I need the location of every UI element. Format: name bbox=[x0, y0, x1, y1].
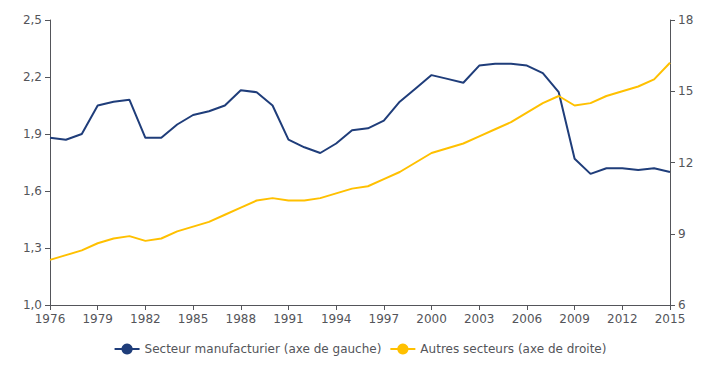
svg-text:1,6: 1,6 bbox=[23, 184, 42, 198]
svg-text:1976: 1976 bbox=[35, 312, 66, 326]
svg-text:2006: 2006 bbox=[512, 312, 543, 326]
svg-text:2,5: 2,5 bbox=[23, 13, 42, 27]
svg-text:1,9: 1,9 bbox=[23, 127, 42, 141]
svg-text:2003: 2003 bbox=[464, 312, 495, 326]
svg-text:2015: 2015 bbox=[655, 312, 686, 326]
svg-text:1,0: 1,0 bbox=[23, 298, 42, 312]
svg-text:18: 18 bbox=[678, 13, 693, 27]
svg-text:1994: 1994 bbox=[321, 312, 352, 326]
svg-text:6: 6 bbox=[678, 298, 686, 312]
svg-text:1,3: 1,3 bbox=[23, 241, 42, 255]
svg-text:2000: 2000 bbox=[416, 312, 447, 326]
svg-text:Secteur manufacturier (axe de: Secteur manufacturier (axe de gauche) bbox=[145, 342, 382, 356]
svg-text:2,2: 2,2 bbox=[23, 70, 42, 84]
svg-text:1985: 1985 bbox=[178, 312, 209, 326]
svg-text:Autres secteurs (axe de droite: Autres secteurs (axe de droite) bbox=[420, 342, 606, 356]
svg-text:2012: 2012 bbox=[607, 312, 638, 326]
svg-text:9: 9 bbox=[678, 227, 686, 241]
svg-text:15: 15 bbox=[678, 84, 693, 98]
svg-text:1988: 1988 bbox=[225, 312, 256, 326]
svg-text:1982: 1982 bbox=[130, 312, 161, 326]
svg-text:1997: 1997 bbox=[369, 312, 400, 326]
svg-text:1991: 1991 bbox=[273, 312, 304, 326]
svg-text:12: 12 bbox=[678, 156, 693, 170]
svg-text:1979: 1979 bbox=[82, 312, 113, 326]
svg-text:2009: 2009 bbox=[559, 312, 590, 326]
